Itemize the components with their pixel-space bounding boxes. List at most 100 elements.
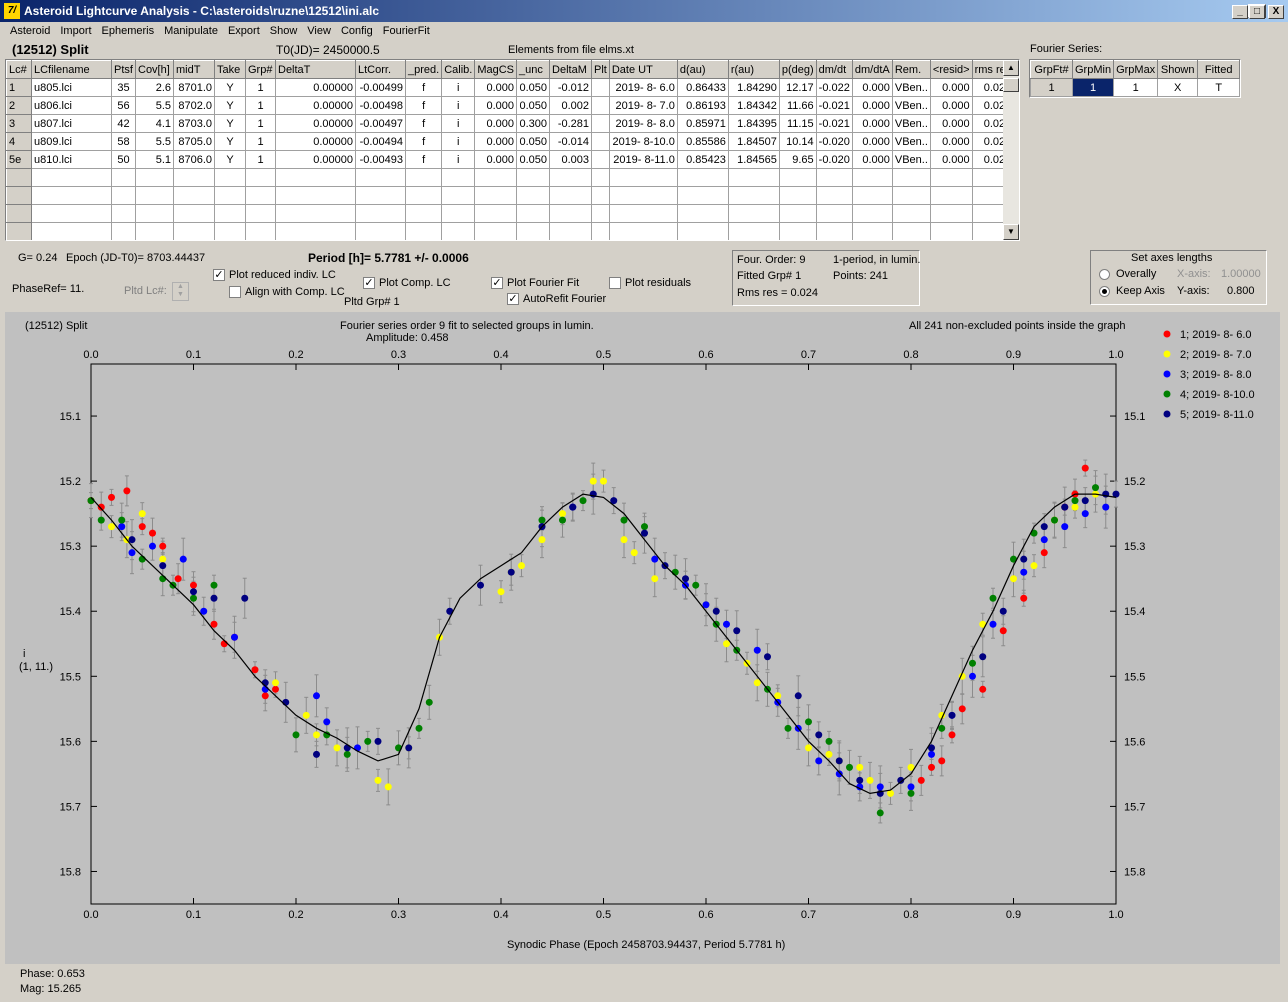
column-header[interactable]: _pred. [404,60,443,79]
table-cell[interactable]: 50 [111,150,136,169]
table-cell[interactable]: 2019- 8- 7.0 [608,96,678,115]
table-cell[interactable] [6,168,32,187]
column-header[interactable]: LCfilename [31,60,112,79]
column-header[interactable]: dm/dtA [851,60,893,79]
table-cell[interactable] [778,168,817,187]
table-cell[interactable]: i [441,96,476,115]
table-cell[interactable] [778,222,817,240]
empty-row[interactable] [6,222,1015,240]
table-cell[interactable] [851,186,893,205]
autorefit-checkbox[interactable]: ✓ AutoRefit Fourier [507,293,606,306]
table-cell[interactable] [549,222,593,240]
table-cell[interactable]: 0.86193 [676,96,729,115]
column-header[interactable]: <resid> [929,60,973,79]
column-header[interactable]: Rem. [891,60,931,79]
table-cell[interactable]: -0.00499 [355,78,406,97]
plot-comp-checkbox[interactable]: ✓ Plot Comp. LC [363,277,451,290]
table-cell[interactable]: 8703.0 [173,114,215,133]
table-cell[interactable]: -0.00493 [355,150,406,169]
table-cell[interactable]: 0.000 [474,132,518,151]
table-cell[interactable] [676,186,729,205]
table-cell[interactable]: 0.000 [474,78,518,97]
table-cell[interactable] [135,168,174,187]
table-cell[interactable]: 0.00000 [275,96,356,115]
table-cell[interactable]: 8705.0 [173,132,215,151]
table-cell[interactable]: VBen.. [891,96,931,115]
column-header[interactable]: Calib. [441,60,476,79]
table-cell[interactable] [135,222,174,240]
column-header[interactable]: midT [173,60,215,79]
table-cell[interactable]: i [441,78,476,97]
table-cell[interactable]: 0.000 [851,114,893,133]
table-cell[interactable]: 8701.0 [173,78,215,97]
table-cell[interactable] [516,186,551,205]
table-cell[interactable] [355,186,406,205]
table-cell[interactable]: 0.002 [549,96,593,115]
scroll-thumb[interactable] [1003,78,1019,92]
table-cell[interactable] [608,222,678,240]
table-cell[interactable]: 2.6 [135,78,174,97]
table-cell[interactable]: 0.000 [474,114,518,133]
menu-ephemeris[interactable]: Ephemeris [101,25,155,37]
table-cell[interactable] [591,132,610,151]
table-scrollbar[interactable]: ▲ ▼ [1003,60,1019,240]
y-axis-input[interactable]: 0.800 [1227,285,1255,297]
menu-import[interactable]: Import [60,25,92,37]
table-cell[interactable] [441,204,476,223]
empty-row[interactable] [6,186,1015,205]
column-header[interactable]: MagCS [474,60,518,79]
table-cell[interactable]: 1 [245,78,276,97]
table-row[interactable]: 5e u810.lci 50 5.1 8706.0 Y 1 0.00000 -0.00493 f i… [6,150,1015,169]
table-cell[interactable]: 35 [111,78,136,97]
overally-radio[interactable]: Overally [1099,268,1156,280]
table-cell[interactable] [214,168,246,187]
table-cell[interactable]: 0.000 [474,150,518,169]
column-header[interactable]: Date UT [608,60,678,79]
fourier-cell[interactable]: 1 [1113,78,1159,97]
table-cell[interactable]: 2019- 8-10.0 [608,132,678,151]
table-cell[interactable]: 1.84507 [727,132,780,151]
table-cell[interactable] [851,222,893,240]
plot-fourier-checkbox[interactable]: ✓ Plot Fourier Fit [491,277,579,290]
table-cell[interactable] [676,204,729,223]
column-header[interactable]: Ptsf [111,60,136,79]
column-header[interactable]: p(deg) [778,60,817,79]
table-cell[interactable]: Y [214,132,246,151]
table-cell[interactable] [111,222,136,240]
table-cell[interactable] [6,204,32,223]
table-cell[interactable] [173,168,215,187]
scroll-down-icon[interactable]: ▼ [1003,224,1019,240]
table-cell[interactable]: 10.14 [778,132,817,151]
table-cell[interactable] [591,114,610,133]
table-cell[interactable] [355,168,406,187]
table-cell[interactable]: 0.000 [929,78,973,97]
table-cell[interactable] [404,222,443,240]
table-cell[interactable]: Y [214,150,246,169]
table-cell[interactable]: Y [214,96,246,115]
table-cell[interactable]: 8706.0 [173,150,215,169]
table-cell[interactable] [404,168,443,187]
table-cell[interactable]: 2 [6,96,32,115]
table-cell[interactable] [891,168,931,187]
table-cell[interactable]: VBen.. [891,78,931,97]
fourier-cell[interactable]: 1 [1071,78,1115,97]
table-cell[interactable] [778,186,817,205]
table-cell[interactable]: 0.050 [516,132,551,151]
pltd-lc-spinner[interactable]: ▲ ▼ [172,282,189,301]
table-cell[interactable] [549,168,593,187]
table-cell[interactable]: f [404,114,443,133]
table-cell[interactable] [727,168,780,187]
menu-asteroid[interactable]: Asteroid [10,25,51,37]
table-cell[interactable]: -0.012 [549,78,593,97]
minimize-button-main[interactable]: _ [1232,5,1248,19]
menu-view[interactable]: View [307,25,331,37]
table-cell[interactable]: 12.17 [778,78,817,97]
table-row[interactable]: 4 u809.lci 58 5.5 8705.0 Y 1 0.00000 -0.00494 f i 0… [6,132,1015,151]
table-cell[interactable]: 0.000 [929,132,973,151]
table-cell[interactable]: 1.84565 [727,150,780,169]
table-cell[interactable] [608,186,678,205]
menu-manipulate[interactable]: Manipulate [164,25,218,37]
table-cell[interactable] [815,186,853,205]
table-cell[interactable]: 1.84342 [727,96,780,115]
table-cell[interactable] [608,168,678,187]
